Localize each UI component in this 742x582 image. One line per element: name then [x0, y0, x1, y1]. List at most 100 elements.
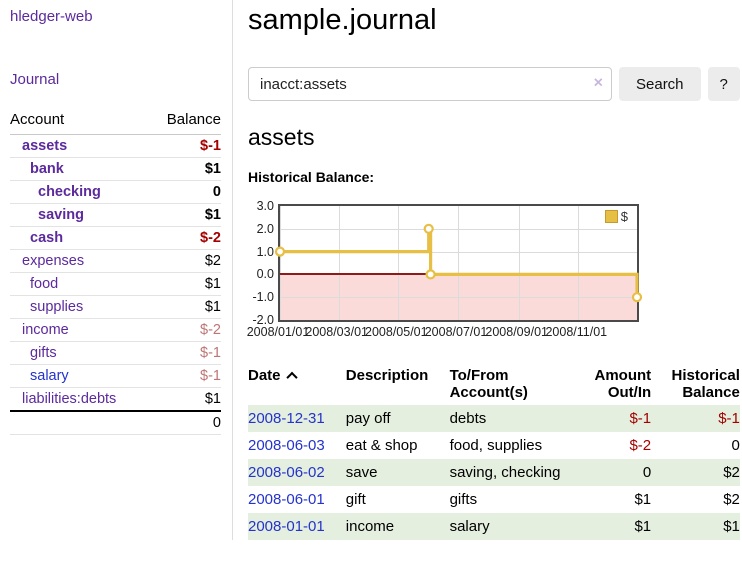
register-row: 2008-06-01 gift gifts $1 $2 — [248, 486, 740, 513]
account-row: saving $1 — [10, 203, 221, 227]
main-content: sample.journal × Search ? assets Histori… — [233, 0, 742, 540]
transaction-description: eat & shop — [345, 437, 418, 454]
account-link[interactable]: income — [22, 322, 69, 338]
account-balance: $-1 — [149, 364, 221, 388]
account-link[interactable]: cash — [30, 230, 64, 246]
chart-plot-area: $ — [274, 204, 643, 322]
y-tick-label: -1.0 — [252, 290, 274, 305]
account-balance: $2 — [149, 249, 221, 273]
transaction-amount: 0 — [642, 464, 652, 481]
chart-y-axis-labels: 3.0 2.0 1.0 0.0 -1.0 -2.0 — [248, 199, 274, 327]
x-tick-label: 2008/03/01 — [305, 325, 368, 339]
register-header-row: Date Description To/From Account(s) Amou… — [248, 365, 740, 405]
account-balance: $-2 — [149, 318, 221, 342]
chart-title: Historical Balance: — [248, 169, 375, 185]
search-button[interactable]: Search — [619, 67, 701, 101]
chart-legend: $ — [604, 209, 628, 224]
account-row: bank $1 — [10, 157, 221, 181]
transaction-amount: $-1 — [629, 410, 652, 427]
transaction-balance: 0 — [731, 437, 740, 454]
register-row: 2008-06-03 eat & shop food, supplies $-2 0 — [248, 432, 740, 459]
transaction-accounts: salary — [449, 518, 490, 535]
clear-search-icon[interactable]: × — [593, 74, 603, 92]
transaction-amount: $1 — [634, 491, 652, 508]
y-tick-label: 2.0 — [256, 221, 274, 236]
gridline — [280, 228, 637, 230]
transaction-description: income — [345, 518, 395, 535]
x-tick-label: 2008/09/01 — [485, 325, 548, 339]
transaction-date-link[interactable]: 2008-06-03 — [248, 437, 325, 454]
page-title: sample.journal — [248, 4, 437, 36]
x-tick-label: 2008/07/01 — [424, 325, 488, 339]
x-tick-label: 2008/05/01 — [365, 325, 428, 339]
transaction-date-link[interactable]: 2008-12-31 — [248, 410, 325, 427]
account-link[interactable]: supplies — [30, 299, 84, 315]
transaction-accounts: gifts — [449, 491, 478, 508]
account-balance: 0 — [149, 180, 221, 204]
account-link[interactable]: gifts — [30, 345, 57, 361]
search-input-wrap: × — [248, 67, 612, 101]
register-row: 2008-12-31 pay off debts $-1 $-1 — [248, 405, 740, 432]
account-link[interactable]: checking — [38, 184, 101, 200]
gridline — [518, 206, 520, 320]
account-link[interactable]: liabilities:debts — [22, 391, 117, 407]
y-tick-label: 1.0 — [256, 244, 274, 259]
x-tick-label: 2008/01/01 — [246, 325, 310, 339]
transaction-balance: $2 — [723, 464, 740, 481]
account-row: liabilities:debts $1 — [10, 388, 221, 412]
account-balance: $1 — [149, 203, 221, 227]
x-tick-label: 2008/11/01 — [545, 325, 608, 339]
register-table: Date Description To/From Account(s) Amou… — [248, 365, 740, 540]
account-balance: $1 — [149, 295, 221, 319]
account-row: cash $-2 — [10, 226, 221, 250]
register-row: 2008-01-01 income salary $1 $1 — [248, 513, 740, 540]
transaction-balance: $1 — [723, 518, 740, 535]
chart-x-axis-labels: 2008/01/01 2008/03/01 2008/05/01 2008/07/01… — [247, 325, 635, 343]
register-header-date[interactable]: Date — [248, 365, 346, 405]
gridline — [578, 206, 580, 320]
transaction-accounts: saving, checking — [449, 464, 561, 481]
gridline — [458, 206, 459, 320]
account-balance: $-2 — [149, 226, 221, 250]
search-input[interactable] — [248, 67, 612, 101]
account-link[interactable]: saving — [38, 207, 84, 223]
y-tick-label: 3.0 — [256, 199, 274, 213]
transaction-amount: $-2 — [629, 437, 652, 454]
transaction-description: save — [345, 464, 378, 481]
chart-series — [274, 223, 643, 303]
account-link[interactable]: salary — [30, 368, 69, 384]
register-header-accounts: To/From Account(s) — [449, 367, 528, 401]
gridline — [398, 206, 400, 320]
account-balance: $-1 — [149, 341, 221, 365]
account-balance: $-1 — [149, 134, 221, 158]
transaction-accounts: food, supplies — [449, 437, 543, 454]
account-link[interactable]: food — [30, 276, 59, 292]
account-row: checking 0 — [10, 180, 221, 204]
transaction-accounts: debts — [449, 410, 487, 427]
account-link[interactable]: assets — [22, 138, 68, 154]
gridline — [280, 251, 637, 253]
account-link[interactable]: expenses — [22, 253, 85, 269]
account-row: supplies $1 — [10, 295, 221, 319]
sort-ascending-icon — [285, 371, 298, 384]
sidebar-item-journal[interactable]: Journal — [10, 71, 60, 88]
register-row: 2008-06-02 save saving, checking 0 $2 — [248, 459, 740, 486]
y-tick-label: -2.0 — [252, 313, 274, 327]
accounts-table: Account Balance assets $-1 bank $1 checking 0… — [10, 109, 221, 435]
help-button[interactable]: ? — [707, 67, 740, 101]
page: hledger-web Journal Account Balance asse… — [10, 0, 742, 540]
register-header-amount: Amount Out/In — [594, 367, 652, 401]
transaction-date-link[interactable]: 2008-06-02 — [248, 464, 325, 481]
account-balance: $1 — [204, 391, 221, 407]
account-row: salary $-1 — [10, 364, 221, 388]
account-link[interactable]: bank — [30, 161, 64, 177]
accounts-total-row: 0 — [10, 410, 221, 435]
transaction-balance: $2 — [723, 491, 740, 508]
transaction-date-link[interactable]: 2008-06-01 — [248, 491, 325, 508]
transaction-balance: $-1 — [718, 410, 740, 427]
app-title-link[interactable]: hledger-web — [10, 8, 93, 25]
transaction-date-link[interactable]: 2008-01-01 — [248, 518, 325, 535]
account-row: food $1 — [10, 272, 221, 296]
gridline — [280, 297, 637, 299]
account-balance: $1 — [149, 157, 221, 181]
